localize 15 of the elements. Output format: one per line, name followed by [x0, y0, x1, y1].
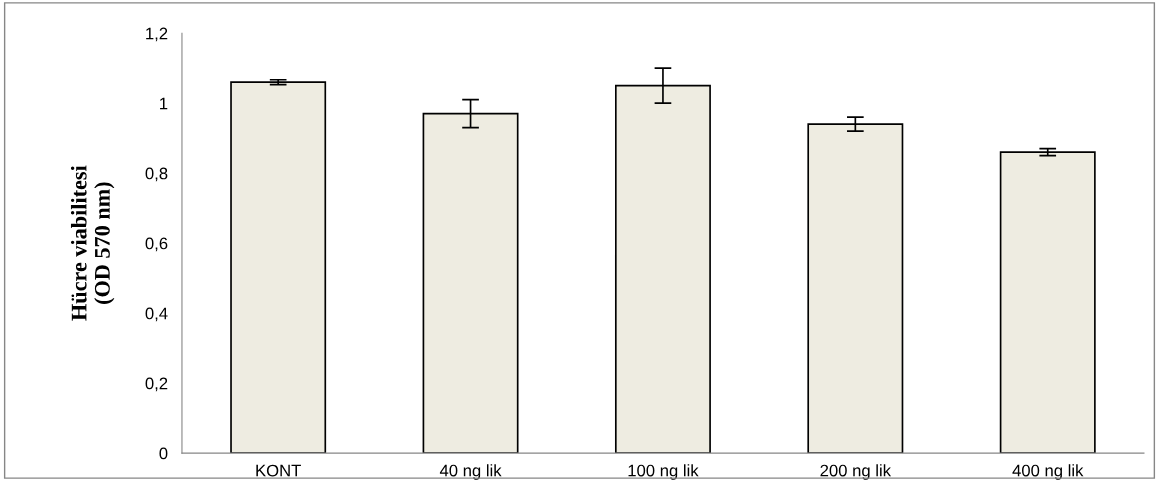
y-axis-title: Hücre viabilitesi (OD 570 nm) [70, 165, 115, 321]
y-tick-label: 1 [160, 97, 168, 110]
bar [999, 151, 1096, 454]
y-tick-label: 0,2 [145, 377, 168, 392]
y-tick-label: 0 [159, 447, 168, 460]
y-tick-label: 0,4 [145, 307, 168, 322]
bar [230, 81, 327, 454]
x-tick-label: 400 ng lik [1012, 464, 1084, 480]
y-tick-label: 1,2 [146, 27, 168, 42]
y-tick-label: 0,6 [145, 237, 168, 252]
x-tick-label: 40 ng lik [439, 464, 502, 480]
y-tick-label: 0,8 [145, 167, 168, 182]
x-tick-label: 100 ng lik [628, 464, 699, 480]
x-tick-label: KONT [256, 464, 301, 477]
x-tick-label: 200 ng lik [820, 464, 892, 480]
